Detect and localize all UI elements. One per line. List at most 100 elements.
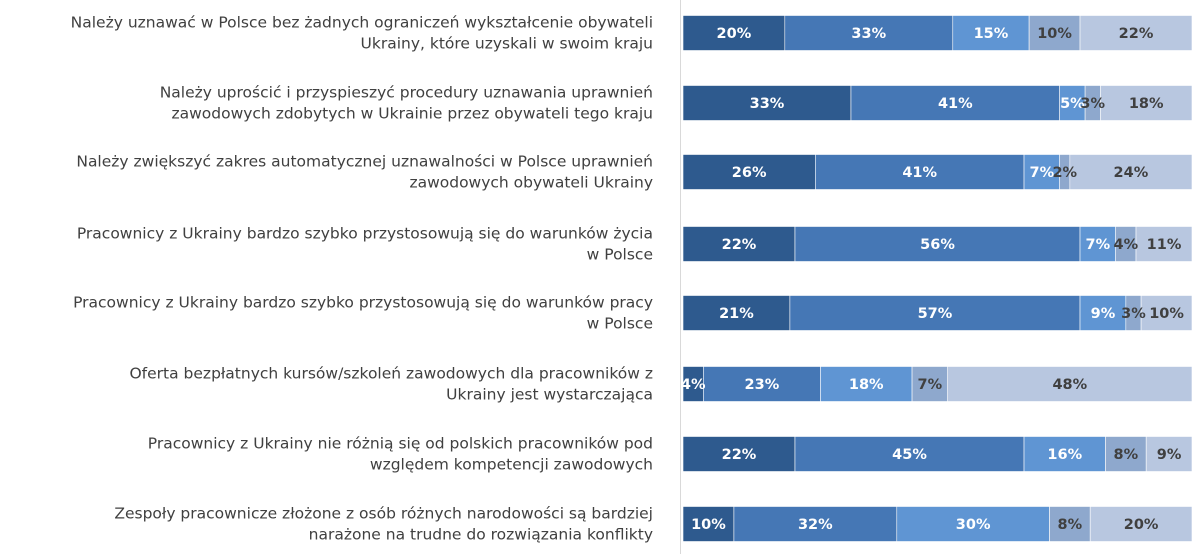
bar-segment [1069, 154, 1193, 190]
bar-segment [1100, 85, 1193, 121]
bar-segment [815, 154, 1025, 190]
data-label: 10% [1149, 306, 1184, 322]
data-label: 48% [1052, 377, 1087, 393]
data-label: 10% [1037, 26, 1072, 42]
data-label: 7% [1030, 165, 1055, 181]
data-label: 16% [1047, 447, 1082, 463]
bar-segment [911, 366, 948, 402]
category-label-line: Pracownicy z Ukrainy nie różnią się od p… [148, 435, 653, 453]
bar-segment [896, 506, 1050, 542]
bar-segment [682, 226, 796, 262]
data-label: 57% [918, 306, 953, 322]
bar-segment [682, 506, 735, 542]
category-label-line: Pracownicy z Ukrainy bardzo szybko przys… [73, 294, 653, 312]
category-label-line: w Polsce [587, 246, 653, 264]
data-label: 8% [1114, 447, 1139, 463]
category-labels: Należy uznawać w Polsce bez żadnych ogra… [71, 14, 653, 544]
category-label: Należy uprościć i przyspieszyć procedury… [160, 84, 653, 123]
data-label: 2% [1052, 165, 1077, 181]
category-label-line: Oferta bezpłatnych kursów/szkoleń zawodo… [129, 365, 653, 383]
data-label: 56% [920, 237, 955, 253]
data-label: 15% [974, 26, 1009, 42]
data-label: 30% [956, 517, 991, 533]
category-label-line: zawodowych zdobytych w Ukrainie przez ob… [171, 105, 653, 123]
bar-segment [1079, 15, 1193, 51]
bar-segment [682, 15, 786, 51]
data-label: 24% [1114, 165, 1149, 181]
category-label-line: Należy uznawać w Polsce bez żadnych ogra… [71, 14, 653, 32]
category-label-line: Zespoły pracownicze złożone z osób różny… [114, 505, 653, 523]
bar-segment [1049, 506, 1091, 542]
category-label-line: Należy uprościć i przyspieszyć procedury… [160, 84, 653, 102]
category-label-line: Pracownicy z Ukrainy bardzo szybko przys… [77, 225, 653, 243]
data-label: 32% [798, 517, 833, 533]
category-label: Należy uznawać w Polsce bez żadnych ogra… [71, 14, 653, 53]
data-label: 5% [1060, 96, 1085, 112]
bar-segment [1023, 154, 1060, 190]
data-label: 33% [750, 96, 785, 112]
category-label-line: Należy zwiększyć zakres automatycznej uz… [76, 153, 653, 171]
data-label: 20% [1124, 517, 1159, 533]
data-label: 22% [1119, 26, 1154, 42]
data-label: 9% [1157, 447, 1182, 463]
bar-segment [784, 15, 954, 51]
bar-segment [794, 226, 1081, 262]
bar-segment [789, 295, 1081, 331]
bar-segment [682, 436, 796, 472]
category-label-line: Ukrainy, które uzyskali w swoim kraju [361, 35, 653, 53]
category-label: Oferta bezpłatnych kursów/szkoleń zawodo… [129, 365, 653, 404]
data-label: 10% [691, 517, 726, 533]
bar-segment [682, 85, 852, 121]
bar-segment [952, 15, 1030, 51]
bar-segment [794, 436, 1025, 472]
bar-segment [1135, 226, 1193, 262]
category-label-line: względem kompetencji zawodowych [370, 456, 653, 474]
category-label: Pracownicy z Ukrainy bardzo szybko przys… [73, 294, 653, 333]
data-label: 4% [681, 377, 706, 393]
bars [682, 15, 1193, 542]
data-label: 7% [1086, 237, 1111, 253]
bar-segment [1145, 436, 1193, 472]
category-label: Pracownicy z Ukrainy bardzo szybko przys… [77, 225, 653, 264]
data-label: 23% [745, 377, 780, 393]
data-label: 20% [717, 26, 752, 42]
category-label: Pracownicy z Ukrainy nie różnią się od p… [148, 435, 653, 474]
data-label: 7% [918, 377, 943, 393]
bar-segment [682, 154, 816, 190]
data-label: 18% [1129, 96, 1164, 112]
data-label: 45% [892, 447, 927, 463]
data-label: 22% [722, 237, 757, 253]
bar-segment [703, 366, 821, 402]
bar-segment [682, 295, 791, 331]
bar-segment [1079, 226, 1116, 262]
bar-segment [1023, 436, 1106, 472]
data-label: 18% [849, 377, 884, 393]
data-label: 21% [719, 306, 754, 322]
bar-segment [1105, 436, 1147, 472]
category-label-line: Ukrainy jest wystarczająca [446, 386, 653, 404]
bar-segment [820, 366, 913, 402]
data-label: 9% [1091, 306, 1116, 322]
category-label: Należy zwiększyć zakres automatycznej uz… [76, 153, 653, 192]
data-label: 3% [1080, 96, 1105, 112]
data-label: 8% [1058, 517, 1083, 533]
data-label: 41% [938, 96, 973, 112]
bar-segment [947, 366, 1193, 402]
data-label: 26% [732, 165, 767, 181]
data-label: 22% [722, 447, 757, 463]
category-label: Zespoły pracownicze złożone z osób różny… [114, 505, 653, 544]
category-label-line: narażone na trudne do rozwiązania konfli… [309, 526, 653, 544]
bar-segment [1140, 295, 1193, 331]
bar-segment [1089, 506, 1193, 542]
category-label-line: w Polsce [587, 315, 653, 333]
data-label: 41% [902, 165, 937, 181]
bar-segment [733, 506, 898, 542]
data-label: 11% [1147, 237, 1182, 253]
data-label: 4% [1114, 237, 1139, 253]
data-label: 33% [851, 26, 886, 42]
data-labels: 20% 33% 15% 10% 22%33% 41% 5%3% 18%26% 41% 7%2% 24… [681, 26, 1185, 533]
bar-segment [1079, 295, 1127, 331]
data-label: 3% [1121, 306, 1146, 322]
category-label-line: zawodowych obywateli Ukrainy [409, 174, 653, 192]
